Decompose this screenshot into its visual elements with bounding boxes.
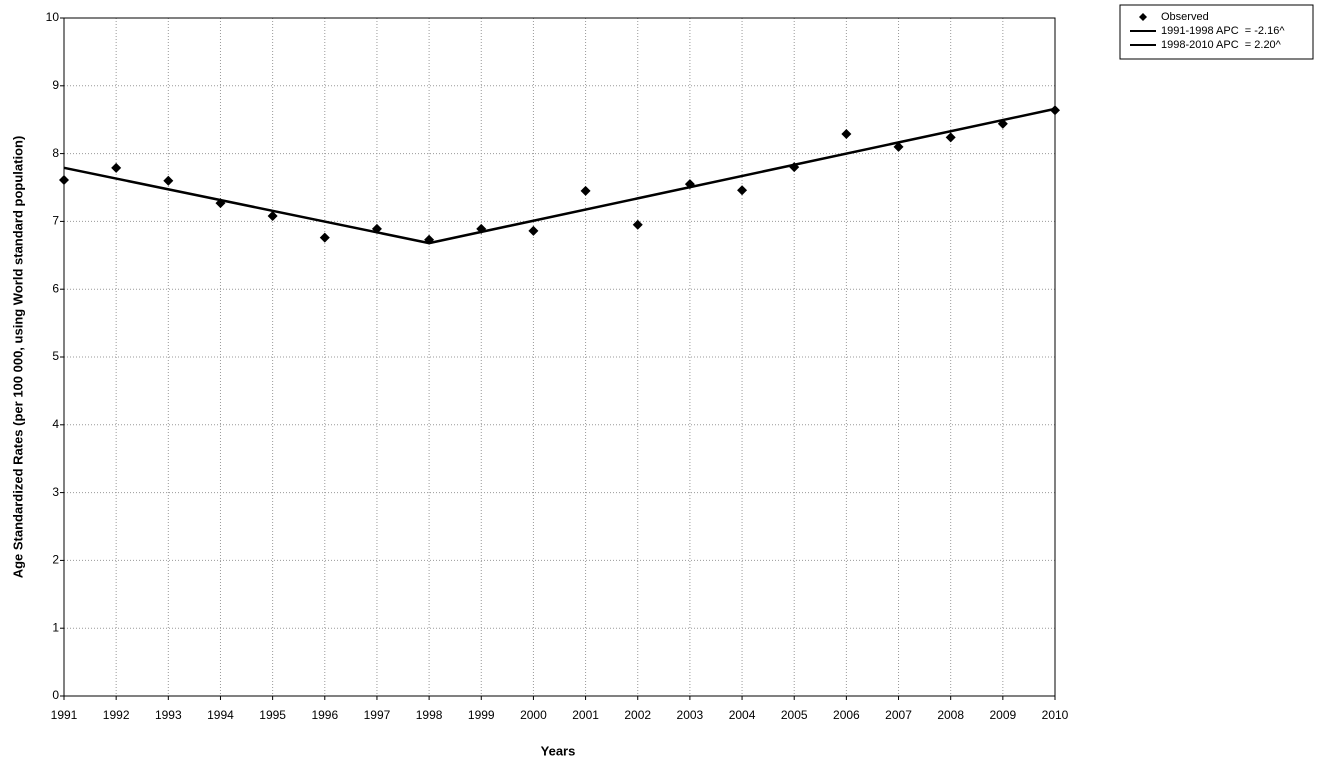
x-tick-label: 2000 xyxy=(520,708,547,722)
observed-point xyxy=(267,210,278,221)
x-tick-label: 2001 xyxy=(572,708,599,722)
legend-label: 1998-2010 APC = 2.20^ xyxy=(1161,39,1282,51)
y-tick-label: 1 xyxy=(52,620,59,634)
trend-line xyxy=(428,107,1056,245)
x-tick-label: 1992 xyxy=(103,708,130,722)
observed-point xyxy=(163,175,174,186)
y-tick-label: 2 xyxy=(52,553,59,567)
y-tick-label: 3 xyxy=(52,485,59,499)
observed-point xyxy=(841,128,852,139)
x-tick-label: 1993 xyxy=(155,708,182,722)
x-tick-label: 1994 xyxy=(207,708,234,722)
observed-point xyxy=(945,132,956,143)
y-tick-label: 0 xyxy=(52,688,59,702)
trend-line xyxy=(63,166,430,245)
observed-point xyxy=(59,175,69,186)
x-tick-label: 1997 xyxy=(364,708,391,722)
y-tick-label: 8 xyxy=(52,146,59,160)
observed-point xyxy=(319,232,330,243)
x-tick-label: 1991 xyxy=(51,708,78,722)
y-tick-label: 4 xyxy=(52,417,59,431)
y-tick-label: 6 xyxy=(52,281,59,295)
observed-point xyxy=(893,141,904,152)
y-tick-label: 7 xyxy=(52,214,59,228)
x-tick-label: 2002 xyxy=(624,708,651,722)
observed-point xyxy=(580,185,591,196)
legend-label: 1991-1998 APC = -2.16^ xyxy=(1161,25,1285,37)
legend-label: Observed xyxy=(1161,11,1209,23)
x-tick-label: 2008 xyxy=(937,708,964,722)
x-tick-label: 2006 xyxy=(833,708,860,722)
legend: Observed 1991-1998 APC = -2.16^ 1998-2010 … xyxy=(1119,4,1314,60)
x-tick-label: 1999 xyxy=(468,708,495,722)
observed-point xyxy=(111,162,122,173)
observed-point xyxy=(528,225,539,236)
x-tick-label: 1996 xyxy=(311,708,338,722)
x-tick-label: 1998 xyxy=(416,708,443,722)
y-axis-title: Age Standardized Rates (per 100 000, usi… xyxy=(10,136,25,579)
x-tick-label: 2010 xyxy=(1042,708,1069,722)
x-tick-label: 2009 xyxy=(989,708,1016,722)
x-tick-label: 2004 xyxy=(729,708,756,722)
plot-frame xyxy=(63,17,1056,697)
y-tick-label: 9 xyxy=(52,78,59,92)
x-tick-label: 2005 xyxy=(781,708,808,722)
x-tick-label: 2007 xyxy=(885,708,912,722)
legend-marker xyxy=(1139,13,1147,21)
observed-point xyxy=(737,185,748,196)
x-axis-title: Years xyxy=(541,743,576,758)
x-tick-label: 1995 xyxy=(259,708,286,722)
y-tick-label: 10 xyxy=(46,10,60,24)
x-tick-label: 2003 xyxy=(677,708,704,722)
observed-point xyxy=(1050,105,1060,116)
observed-point xyxy=(632,219,643,230)
y-tick-label: 5 xyxy=(52,349,59,363)
